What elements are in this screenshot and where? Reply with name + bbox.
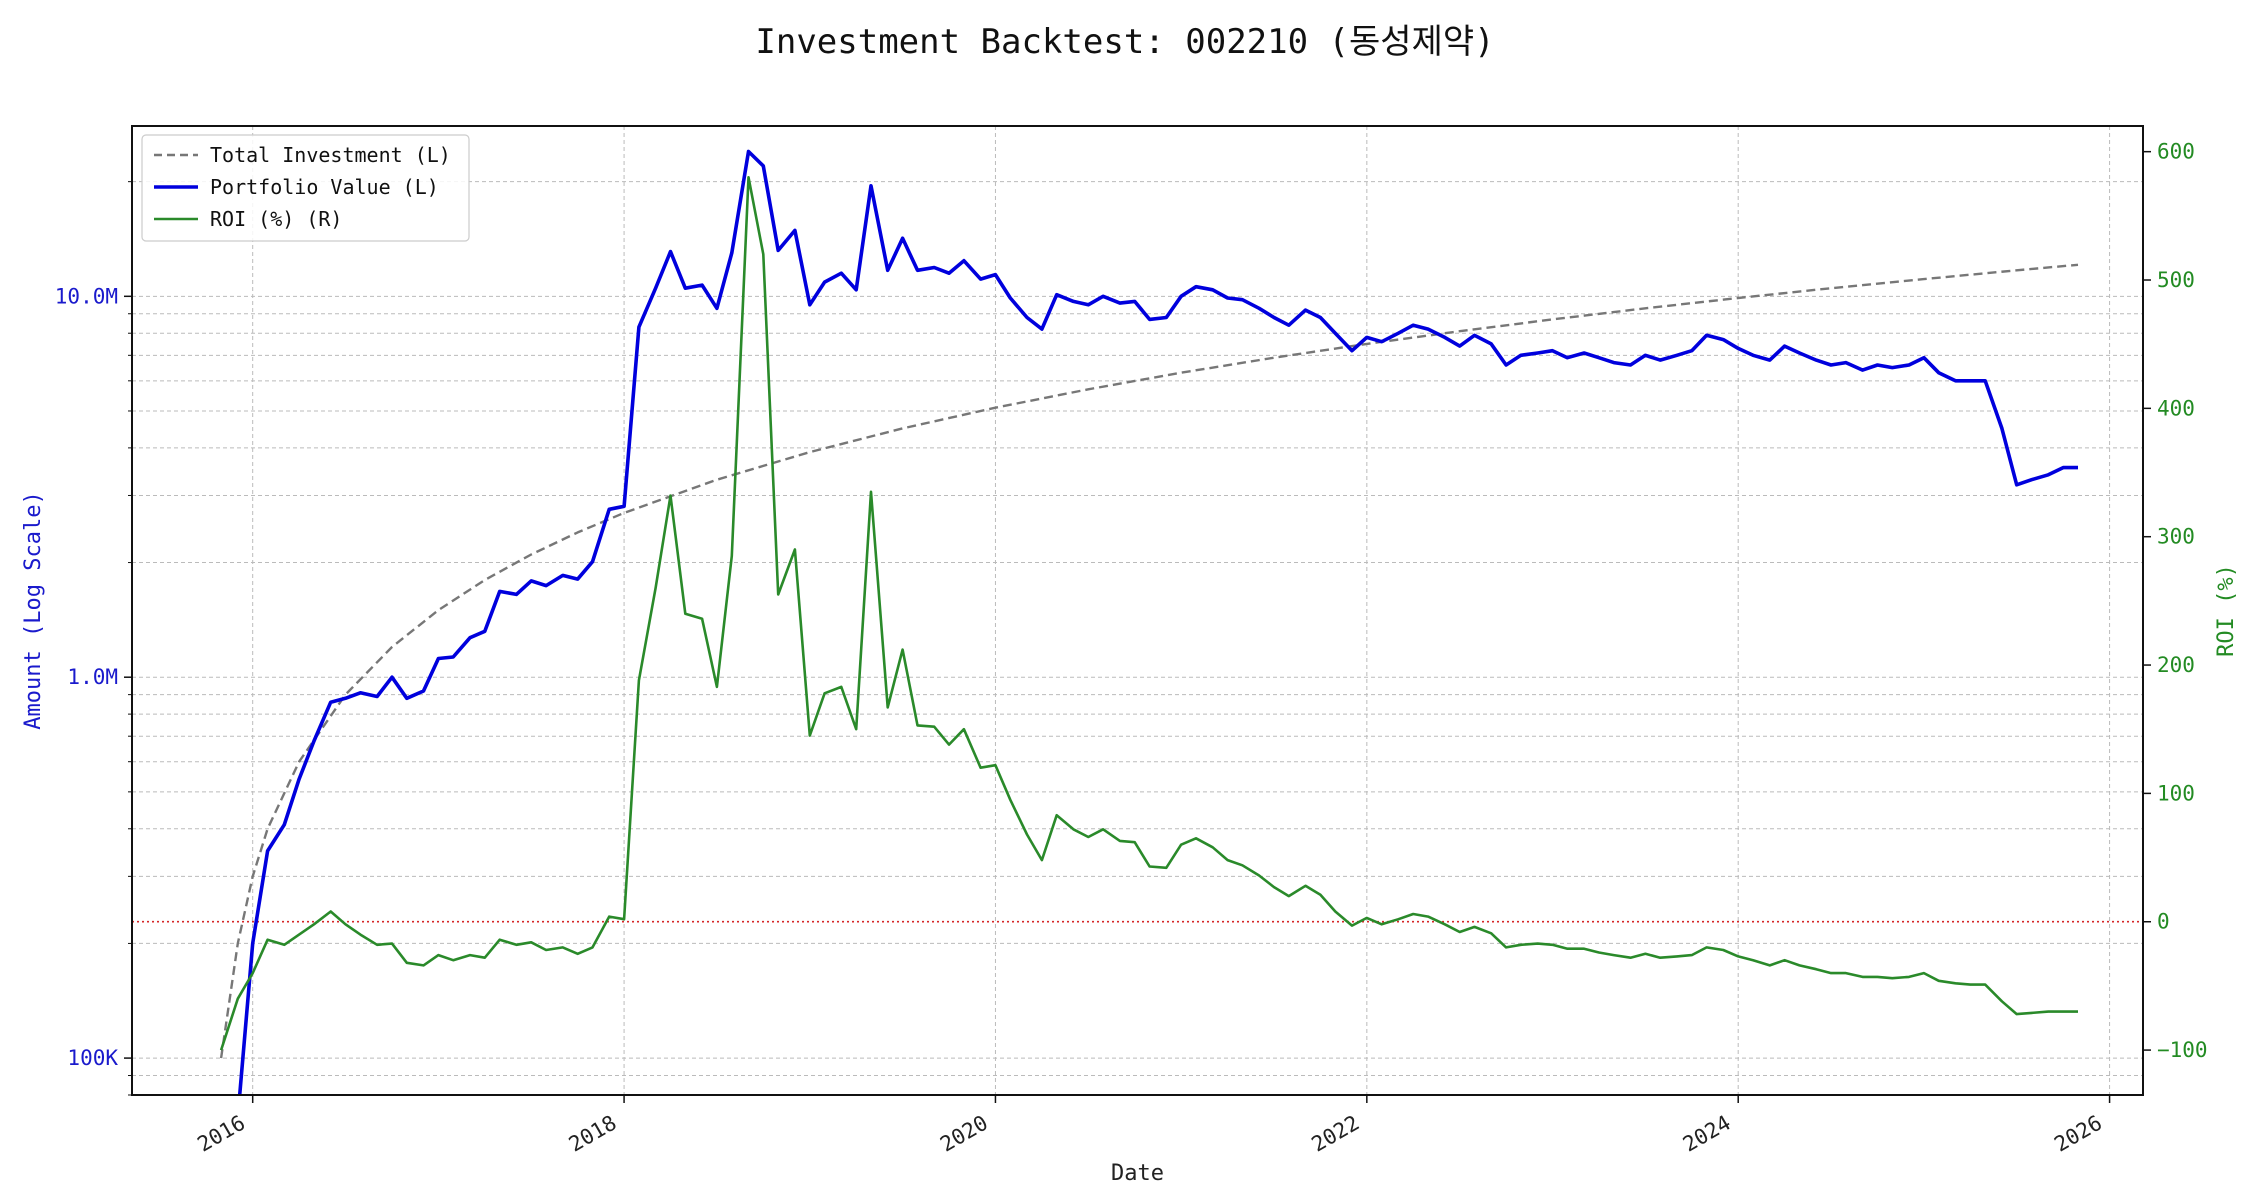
y-left-tick-label: 100K bbox=[67, 1046, 118, 1070]
legend: Total Investment (L) Portfolio Value (L) R… bbox=[141, 134, 470, 242]
legend-label-1: Portfolio Value (L) bbox=[210, 175, 439, 199]
grid-lines bbox=[132, 126, 2143, 1096]
y-right-tick-label: 500 bbox=[2157, 268, 2195, 292]
y-right-tick-label: 300 bbox=[2157, 525, 2195, 549]
x-axis-label: Date bbox=[1111, 1161, 1164, 1186]
series-line-2 bbox=[219, 176, 2078, 1051]
y-right-tick-label: 600 bbox=[2157, 140, 2195, 164]
y-right-tick-label: 100 bbox=[2157, 781, 2195, 805]
y-right-tick-label: 0 bbox=[2157, 910, 2170, 934]
series-line-1 bbox=[236, 149, 2078, 1118]
y-right-tick-label: −100 bbox=[2157, 1038, 2208, 1062]
chart-title: Investment Backtest: 002210 (동성제약) bbox=[755, 22, 1495, 62]
legend-box bbox=[141, 134, 470, 242]
y-left-tick-label: 1.0M bbox=[67, 665, 118, 689]
y-axis-label-left: Amount (Log Scale) bbox=[21, 491, 46, 729]
y-left-tick-label: 10.0M bbox=[55, 284, 118, 308]
y-right-tick-label: 200 bbox=[2157, 653, 2195, 677]
series-lines bbox=[131, 149, 2144, 1136]
clip-band bbox=[131, 1096, 2144, 1136]
legend-label-2: ROI (%) (R) bbox=[210, 207, 342, 231]
plot-frame bbox=[131, 125, 2144, 1096]
legend-label-0: Total Investment (L) bbox=[210, 143, 451, 167]
y-right-tick-label: 400 bbox=[2157, 396, 2195, 420]
series-line-0 bbox=[219, 263, 2079, 1059]
axis-ticks: 2016 2018 2020 2022 2024 2026100K1.0M10.0M−10… bbox=[55, 140, 2208, 1157]
y-axis-label-right: ROI (%) bbox=[2214, 564, 2239, 657]
